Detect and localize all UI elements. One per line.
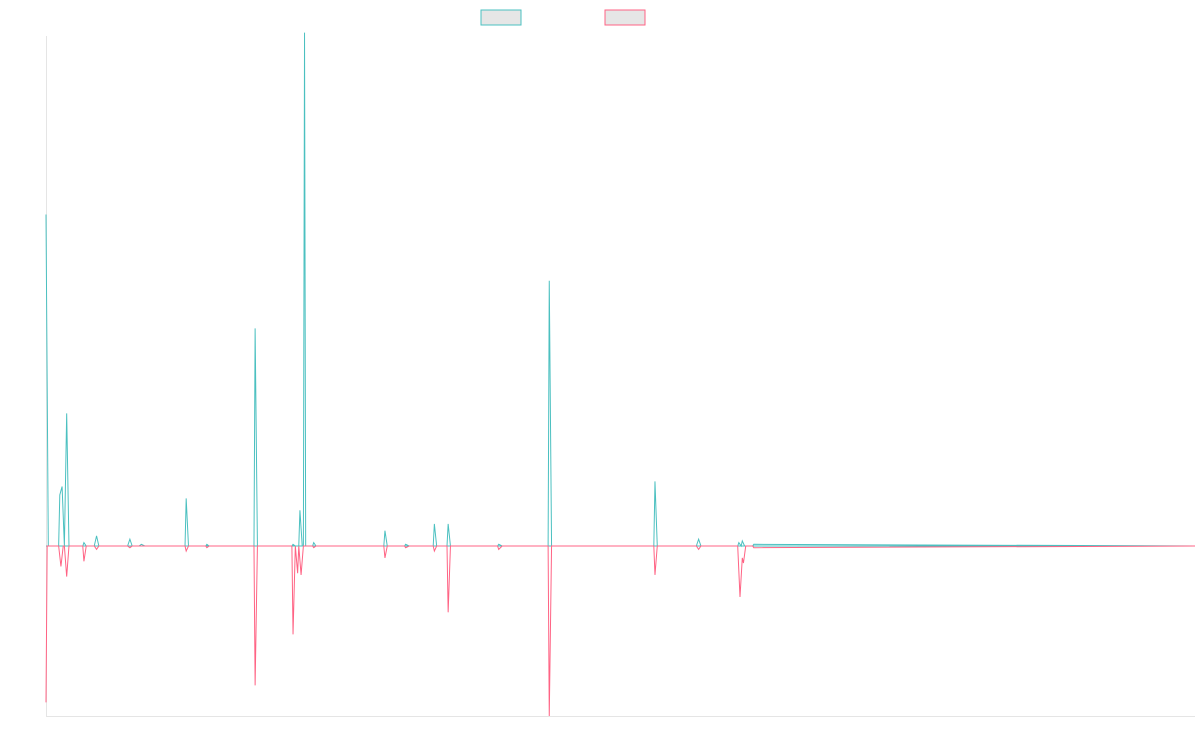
legend-swatch-series-1[interactable] bbox=[480, 9, 522, 26]
series-line-1[interactable] bbox=[45, 32, 1196, 548]
legend-swatch-series-2[interactable] bbox=[604, 9, 646, 26]
legend[interactable] bbox=[480, 9, 646, 26]
series-line-2[interactable] bbox=[45, 545, 1196, 717]
series-layer bbox=[45, 32, 1196, 717]
